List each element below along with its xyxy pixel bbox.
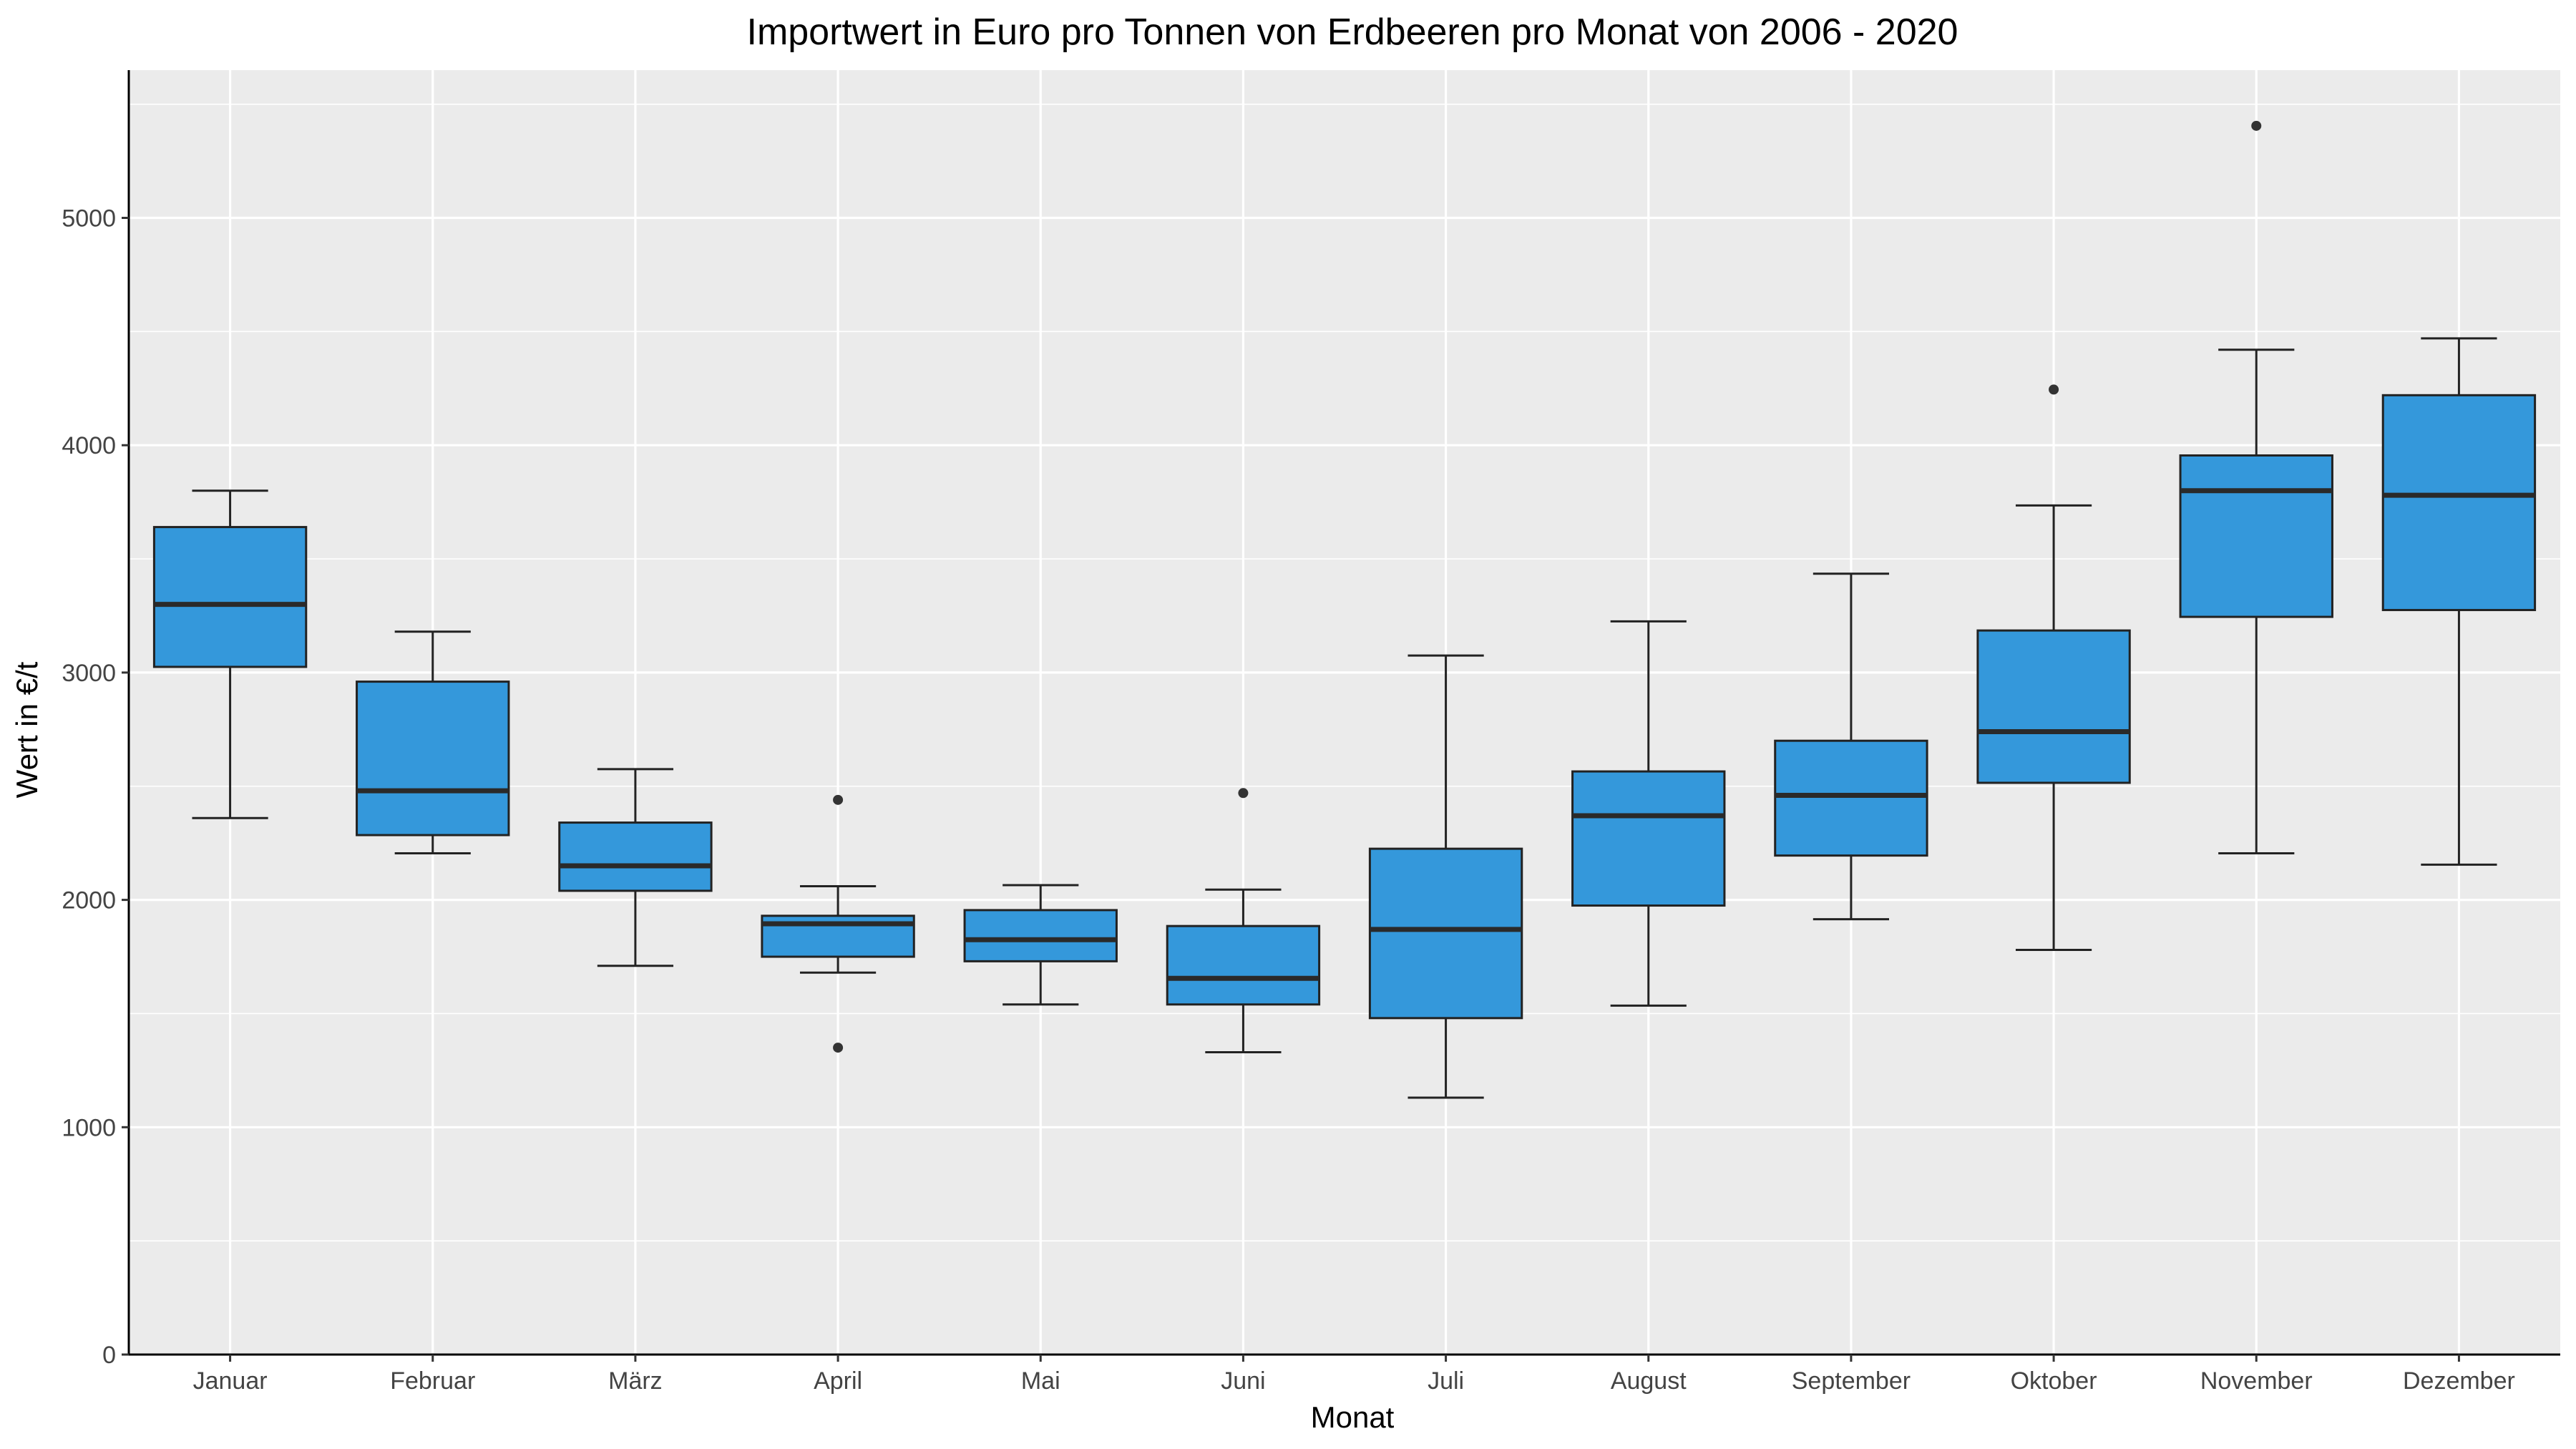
box-iqr [152,526,308,668]
x-tick-label: Juli [1428,1367,1464,1395]
box-juni [1166,788,1321,1053]
box-januar [152,489,308,819]
x-tick-label: Dezember [2403,1367,2515,1395]
box-iqr [1368,847,1523,1020]
x-tick-label: Juni [1221,1367,1265,1395]
box-iqr [2381,394,2537,612]
chart-title: Importwert in Euro pro Tonnen von Erdbee… [747,11,1958,53]
outlier-point [1238,788,1249,799]
box-iqr [558,821,713,892]
box-oktober [1976,384,2131,951]
y-tick-label: 1000 [62,1114,116,1141]
box-november [2179,120,2333,854]
x-tick-label: November [2200,1367,2313,1395]
box-iqr [1571,770,1726,907]
y-tick-label: 5000 [62,205,116,233]
x-tick-label: Oktober [2011,1367,2097,1395]
box-iqr [1976,629,2131,784]
box-iqr [963,909,1118,962]
outlier-point [833,794,844,805]
x-tick-label: Februar [390,1367,475,1395]
boxes [152,120,2537,1099]
y-tick-label: 4000 [62,432,116,459]
y-tick-label: 3000 [62,660,116,687]
box-juli [1368,654,1523,1099]
box-august [1571,620,1726,1007]
x-tick-label: September [1792,1367,1911,1395]
outlier-point [2251,120,2262,131]
axes: 0 1000 2000 3000 4000 5000 Januar Februar März Ap… [62,70,2560,1395]
plot-panel [129,70,2560,1355]
box-mai [963,884,1118,1006]
box-iqr [1774,739,1928,857]
y-axis-title: Wert in €/t [10,661,44,798]
box-februar [356,630,510,854]
box-iqr [1166,924,1321,1006]
x-tick-label: März [608,1367,663,1395]
x-tick-label: April [814,1367,862,1395]
outlier-point [2049,384,2059,395]
y-tick-label: 2000 [62,887,116,914]
box-dezember [2381,337,2537,866]
box-september [1774,572,1928,921]
x-axis-title: Monat [1311,1400,1395,1434]
box-iqr [2179,454,2333,618]
box-iqr [356,680,510,836]
x-tick-label: Mai [1021,1367,1060,1395]
x-tick-label: August [1611,1367,1687,1395]
outlier-point [833,1043,844,1053]
box-märz [558,768,713,967]
x-tick-label: Januar [193,1367,268,1395]
box-april [761,794,915,1053]
panel-background [129,70,2560,1355]
y-tick-label: 0 [102,1342,116,1369]
